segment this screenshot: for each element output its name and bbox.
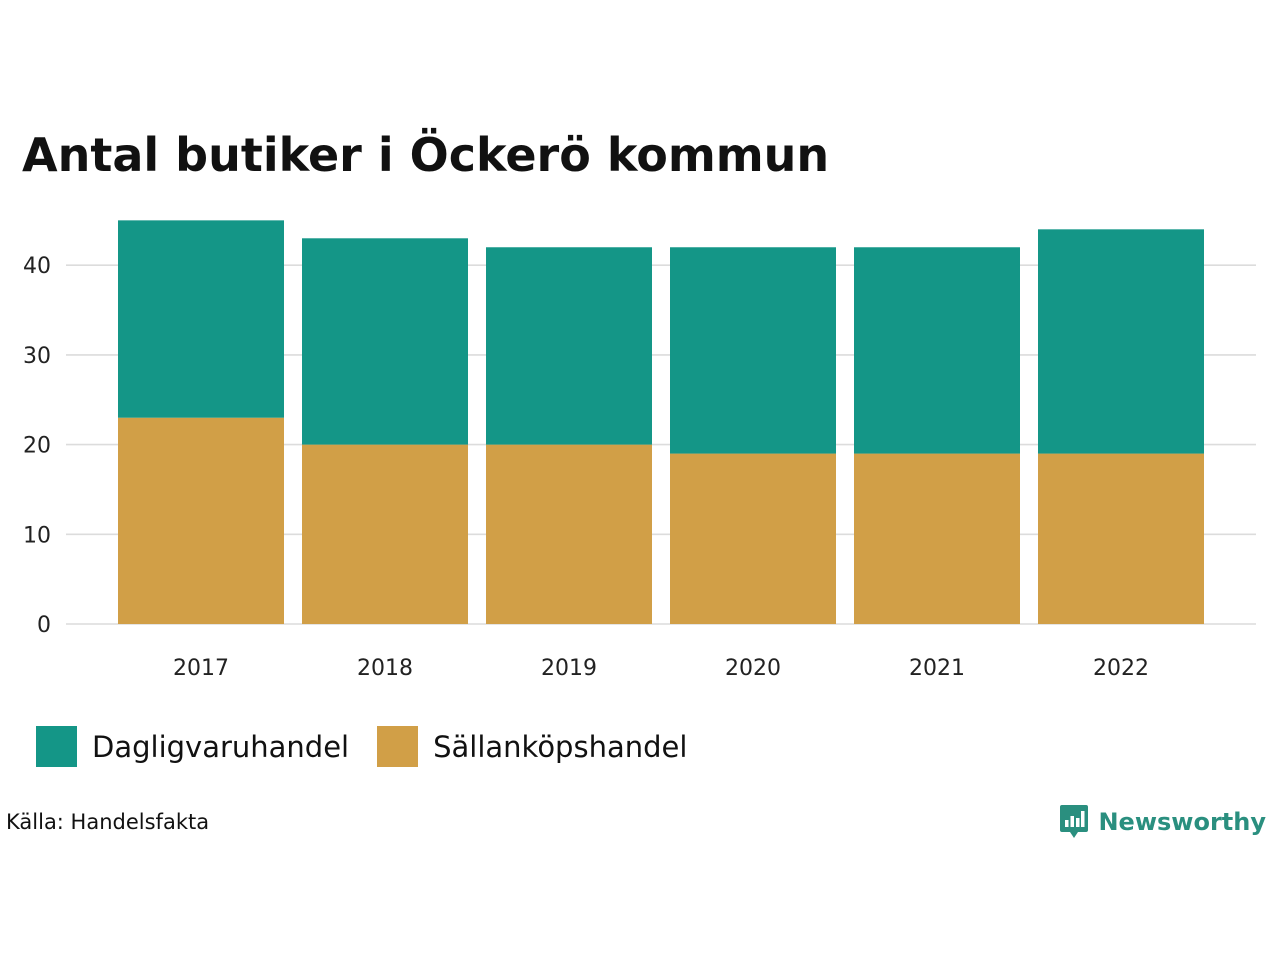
x-tick-label-2020: 2020 [725, 656, 781, 681]
bar-2020-sällanköpshandel [670, 453, 836, 624]
bar-2017-sällanköpshandel [118, 417, 284, 624]
bar-2019-sällanköpshandel [486, 444, 652, 624]
legend-label-dagligvaruhandel: Dagligvaruhandel [92, 729, 350, 764]
bar-group [118, 220, 1204, 624]
y-tick-label-0: 0 [37, 613, 51, 638]
bar-2022-dagligvaruhandel [1038, 229, 1204, 454]
chart-title: Antal butiker i Öckerö kommun [22, 128, 830, 182]
legend: Dagligvaruhandel Sällanköpshandel [36, 726, 715, 767]
bar-chart: 0 10 20 30 40 2017 2018 2019 2020 2021 2022 [23, 220, 1256, 681]
bar-2019-dagligvaruhandel [486, 247, 652, 445]
x-tick-label-2018: 2018 [357, 656, 413, 681]
x-tick-label-2017: 2017 [173, 656, 229, 681]
x-tick-label-2022: 2022 [1093, 656, 1149, 681]
bar-2021-dagligvaruhandel [854, 247, 1020, 454]
x-axis-tick-labels: 2017 2018 2019 2020 2021 2022 [173, 656, 1149, 681]
bar-2018-dagligvaruhandel [302, 238, 468, 445]
brand-name: Newsworthy [1098, 808, 1266, 836]
newsworthy-logo-icon [1060, 805, 1089, 838]
bar-2022-sällanköpshandel [1038, 453, 1204, 624]
legend-swatch-dagligvaruhandel [36, 726, 77, 767]
source-note: Källa: Handelsfakta [6, 810, 210, 834]
x-tick-label-2019: 2019 [541, 656, 597, 681]
legend-item-sallankopshandel: Sällanköpshandel [377, 726, 687, 767]
x-tick-label-2021: 2021 [909, 656, 965, 681]
legend-label-sallankopshandel: Sällanköpshandel [433, 729, 688, 764]
y-tick-label-10: 10 [23, 523, 51, 548]
y-tick-label-20: 20 [23, 434, 51, 459]
bar-2018-sällanköpshandel [302, 444, 468, 624]
bar-2017-dagligvaruhandel [118, 220, 284, 418]
y-tick-label-40: 40 [23, 254, 51, 279]
bar-2020-dagligvaruhandel [670, 247, 836, 454]
legend-item-dagligvaruhandel: Dagligvaruhandel [36, 726, 349, 767]
brand: Newsworthy [1059, 803, 1266, 841]
y-axis-tick-labels: 0 10 20 30 40 [23, 254, 51, 638]
legend-swatch-sallankopshandel [377, 726, 419, 767]
y-tick-label-30: 30 [23, 344, 51, 369]
bar-2021-sällanköpshandel [854, 453, 1020, 624]
